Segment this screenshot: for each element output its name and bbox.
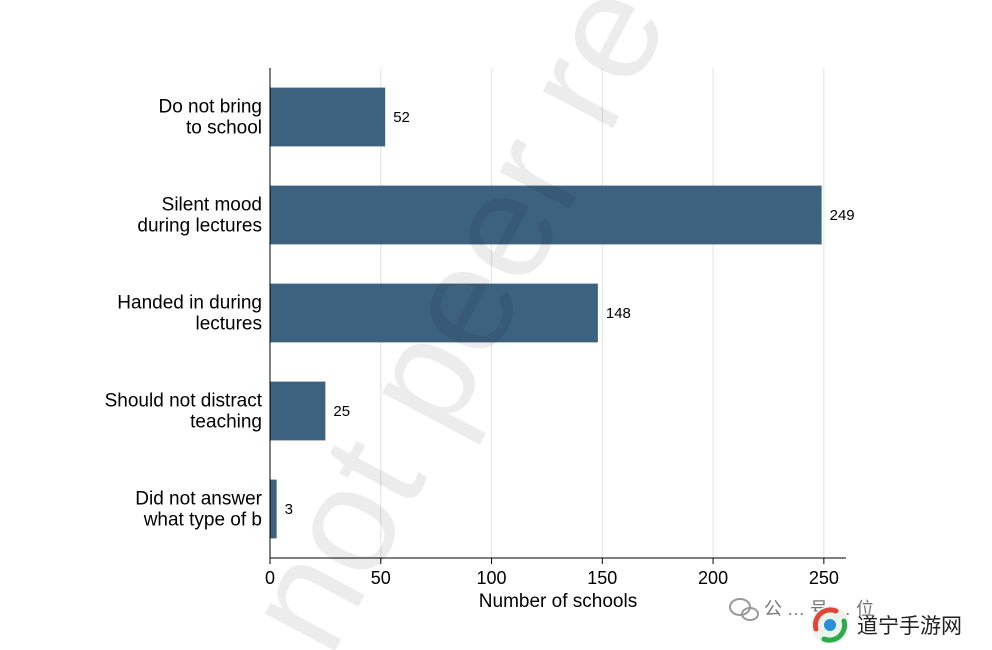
category-label: teaching: [190, 412, 262, 433]
category-label: Did not answer: [135, 489, 262, 510]
data-label: 25: [333, 403, 350, 420]
x-tick-label: 50: [371, 568, 391, 588]
gridlines: [380, 68, 825, 558]
data-label: 52: [393, 109, 410, 126]
brand-watermark: 公 … 号 … 位 道宁手游网: [729, 598, 962, 644]
data-label: 249: [830, 207, 855, 224]
brand-faint-text: 公 … 号 … 位: [764, 599, 874, 619]
bar: [270, 185, 822, 245]
category-label: during lectures: [137, 216, 262, 237]
category-label: Should not distract: [105, 391, 263, 412]
category-label: Handed in during: [117, 293, 262, 314]
x-tick-label: 0: [265, 568, 275, 588]
wechat-icon: [729, 598, 759, 621]
category-label: Do not bring: [158, 97, 262, 118]
axes: [269, 68, 846, 564]
brand-text: 道宁手游网: [857, 615, 962, 638]
bar: [270, 283, 598, 343]
x-tick-label: 200: [698, 568, 728, 588]
category-label: lectures: [195, 314, 262, 335]
data-label: 148: [606, 305, 631, 322]
bar: [270, 381, 326, 441]
category-label: Silent mood: [162, 195, 262, 216]
category-label: what type of b: [143, 510, 262, 531]
bar: [270, 479, 277, 539]
x-tick-label: 250: [809, 568, 839, 588]
x-axis-title: Number of schools: [479, 591, 637, 612]
bars: [270, 87, 822, 539]
data-label: 3: [285, 501, 293, 518]
x-tick-label: 150: [587, 568, 617, 588]
bar: [270, 87, 386, 147]
x-tick-label: 100: [477, 568, 507, 588]
brand-logo-icon: [811, 606, 849, 644]
category-label: to school: [186, 118, 262, 139]
